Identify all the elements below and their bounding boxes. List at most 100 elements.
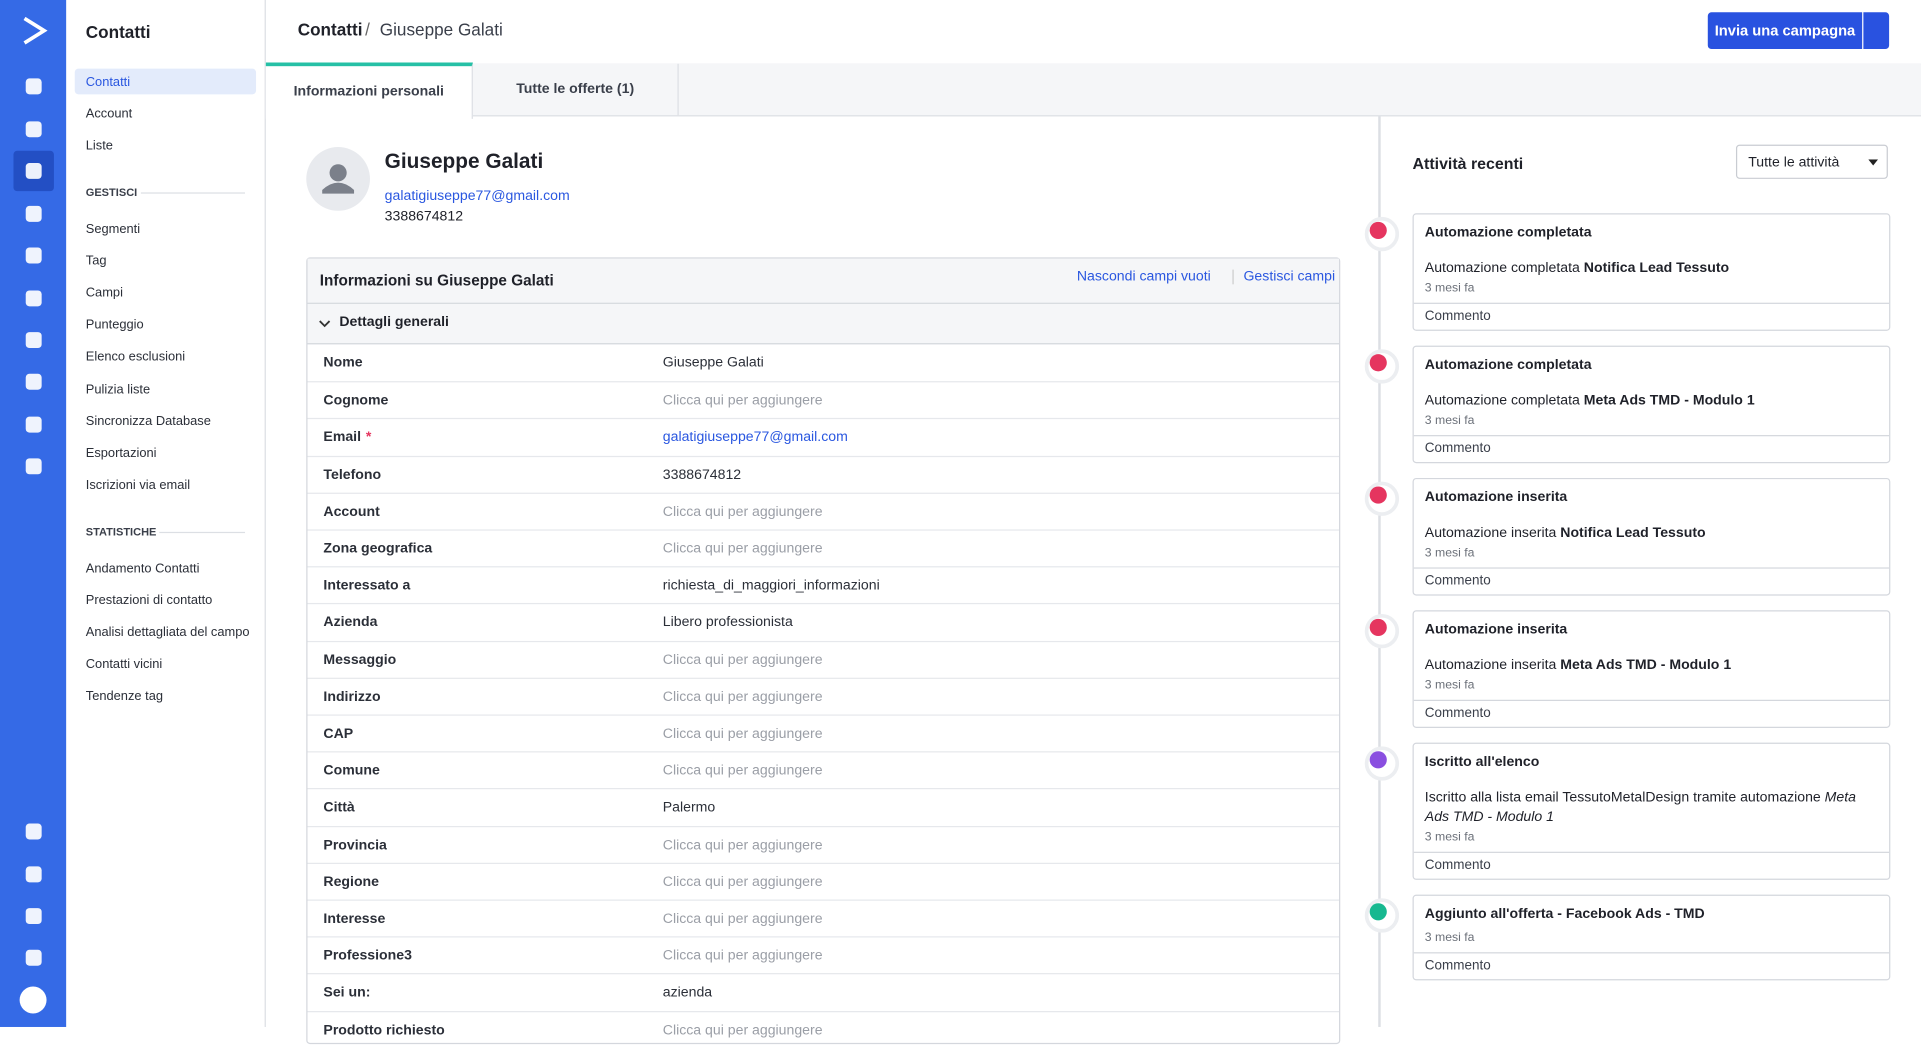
header: Contatti / Giuseppe Galati Invia una cam…	[265, 0, 1921, 65]
rail-icon[interactable]	[25, 458, 42, 475]
comment-field[interactable]: Commento	[1413, 567, 1890, 594]
field-row: Indirizzo Clicca qui per aggiungere	[307, 677, 1340, 715]
activity-title: Automazione completata	[1424, 225, 1592, 241]
nav-item[interactable]: Tag	[85, 253, 107, 269]
user-menu[interactable]	[19, 986, 47, 1014]
field-value[interactable]: richiesta_di_maggiori_informazioni	[662, 578, 880, 594]
activity-title: Automazione completata	[1424, 357, 1592, 373]
send-campaign-button[interactable]: Invia una campagna	[1707, 12, 1863, 50]
dropdown-button[interactable]	[1863, 12, 1890, 50]
field-placeholder[interactable]: Clicca qui per aggiungere	[662, 837, 823, 853]
nav-item[interactable]: Punteggio	[85, 317, 144, 333]
field-placeholder[interactable]: Clicca qui per aggiungere	[662, 541, 823, 557]
contact-email[interactable]: galatigiuseppe77@gmail.com	[384, 188, 570, 204]
nav-item[interactable]: Elenco esclusioni	[85, 349, 186, 365]
field-placeholder[interactable]: Clicca qui per aggiungere	[662, 689, 823, 705]
nav-item[interactable]: Analisi dettagliata del campo	[85, 625, 250, 640]
activity-time: 3 mesi fa	[1424, 931, 1475, 945]
field-placeholder[interactable]: Clicca qui per aggiungere	[662, 652, 823, 668]
breadcrumb[interactable]: Contatti	[297, 19, 363, 40]
field-row: Provincia Clicca qui per aggiungere	[307, 825, 1340, 863]
field-label: Professione3	[323, 948, 412, 964]
rail-icon[interactable]	[25, 866, 42, 883]
activity-time: 3 mesi fa	[1424, 281, 1475, 296]
field-row: Nome Giuseppe Galati	[308, 344, 1340, 381]
field-value[interactable]: azienda	[662, 985, 713, 1001]
rail-icon[interactable]	[25, 247, 42, 264]
nav-item[interactable]: Contatti vicini	[85, 657, 163, 672]
activity-dot	[1369, 221, 1387, 239]
field-row: Comune Clicca qui per aggiungere	[307, 751, 1340, 789]
panel-title: Informazioni su Giuseppe Galati	[319, 272, 554, 290]
contact-name: Giuseppe Galati	[384, 149, 544, 173]
field-label: Interesse	[323, 911, 386, 927]
field-placeholder[interactable]: Clicca qui per aggiungere	[662, 726, 823, 742]
comment-field[interactable]: Commento	[1413, 435, 1890, 462]
nav-item[interactable]: Iscrizioni via email	[85, 477, 191, 493]
nav-item[interactable]: Sincronizza Database	[85, 413, 211, 429]
field-placeholder[interactable]: Clicca qui per aggiungere	[662, 393, 823, 409]
nav-item[interactable]: Liste	[85, 138, 113, 154]
field-label: Interessato a	[323, 578, 411, 594]
field-label: CAP	[323, 726, 354, 742]
activity-card: Automazione completata Automazione comple…	[1412, 213, 1891, 331]
rail-icon[interactable]	[25, 823, 42, 840]
field-placeholder[interactable]: Clicca qui per aggiungere	[662, 763, 823, 779]
rail-icon[interactable]	[25, 162, 42, 179]
field-value[interactable]: Libero professionista	[662, 615, 793, 631]
comment-field[interactable]: Commento	[1413, 302, 1890, 330]
nav-item[interactable]: Prestazioni di contatto	[85, 593, 213, 608]
rail-icon[interactable]	[25, 373, 42, 390]
rail-icon[interactable]	[25, 121, 42, 138]
field-value[interactable]: 3388674812	[662, 467, 742, 483]
rail-icon[interactable]	[25, 908, 42, 925]
field-label: Provincia	[323, 837, 387, 853]
activity-text: Automazione inserita Notifica Lead Tessu…	[1425, 523, 1878, 543]
nav-item[interactable]: Pulizia liste	[85, 381, 151, 397]
rail-icon[interactable]	[25, 205, 42, 222]
logo[interactable]	[20, 15, 49, 47]
rail-icon[interactable]	[25, 332, 42, 349]
field-row: Messaggio Clicca qui per aggiungere	[307, 640, 1340, 678]
activity-time: 3 mesi fa	[1424, 830, 1475, 845]
field-value[interactable]: Palermo	[662, 800, 716, 816]
tab[interactable]: Tutte le offerte (1)	[473, 63, 679, 116]
rail-icon[interactable]	[25, 949, 42, 966]
nav-item[interactable]: Esportazioni	[85, 445, 157, 461]
nav-item[interactable]: Account	[85, 106, 133, 122]
nav-item[interactable]: Tendenze tag	[85, 689, 164, 704]
field-label: Zona geografica	[323, 541, 433, 557]
chevron[interactable]	[317, 316, 332, 331]
hide-empty-link[interactable]: Nascondi campi vuoti	[1076, 269, 1211, 285]
field-placeholder[interactable]: Clicca qui per aggiungere	[662, 1022, 823, 1038]
italic-text: Meta Ads TMD - Modulo 1	[1424, 790, 1857, 825]
manage-fields-link[interactable]: Gestisci campi	[1232, 269, 1335, 285]
section-title[interactable]: Dettagli generali	[339, 314, 449, 330]
rail-icon[interactable]	[25, 416, 42, 433]
separator: /	[365, 19, 370, 40]
field-value[interactable]: galatigiuseppe77@gmail.com	[662, 430, 848, 446]
comment-field[interactable]: Commento	[1413, 851, 1890, 879]
field-placeholder[interactable]: Clicca qui per aggiungere	[662, 948, 823, 964]
nav-item[interactable]: Campi	[85, 285, 123, 301]
field-placeholder[interactable]: Clicca qui per aggiungere	[662, 504, 823, 520]
field-row: Zona geografica Clicca qui per aggiungere	[307, 529, 1340, 567]
rail-icon[interactable]	[25, 78, 42, 95]
comment-field[interactable]: Commento	[1413, 952, 1890, 979]
nav-item[interactable]: Andamento Contatti	[85, 561, 200, 576]
comment-field[interactable]: Commento	[1413, 699, 1890, 727]
field-value[interactable]: Giuseppe Galati	[662, 355, 764, 371]
rail-icon[interactable]	[25, 290, 42, 307]
field-label: Prodotto richiesto	[323, 1022, 445, 1038]
activity-dot	[1369, 354, 1387, 372]
sidebar: Contatti Contatti Account Liste GESTISCI Seg…	[66, 0, 266, 1027]
field-placeholder[interactable]: Clicca qui per aggiungere	[662, 874, 823, 890]
field-placeholder[interactable]: Clicca qui per aggiungere	[662, 911, 823, 927]
field-label: Comune	[323, 763, 380, 779]
nav-item[interactable]: Contatti	[85, 74, 131, 90]
nav-item[interactable]: Segmenti	[85, 221, 141, 237]
field-row: Interesse Clicca qui per aggiungere	[307, 899, 1340, 938]
tab[interactable]: Informazioni personali	[265, 62, 473, 119]
field-label: Telefono	[323, 467, 382, 483]
activity-filter[interactable]: Tutte le attività	[1735, 144, 1888, 179]
